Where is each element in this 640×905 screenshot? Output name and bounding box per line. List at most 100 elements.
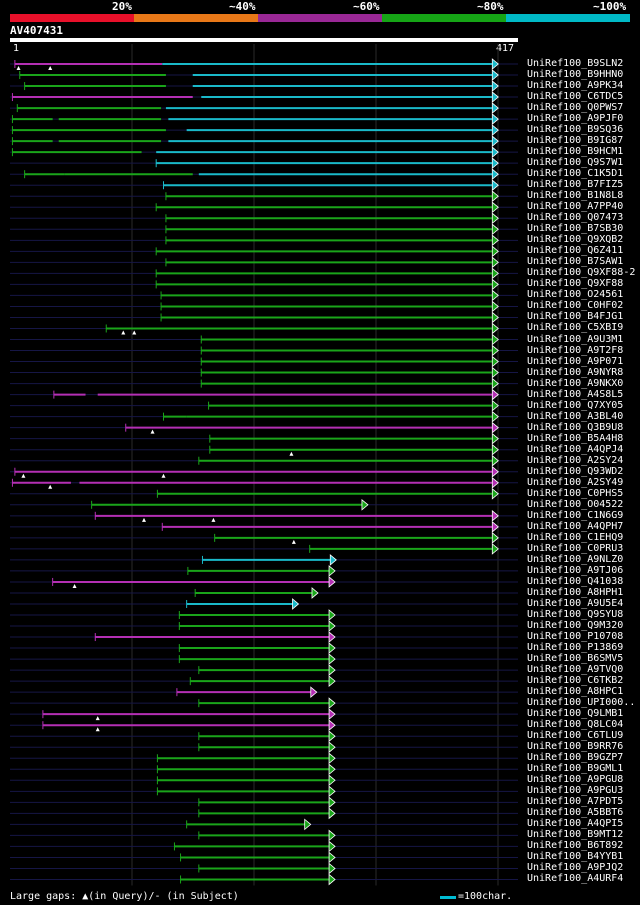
- hit-label[interactable]: UniRef100_O04522: [527, 498, 624, 510]
- hit-arrowhead: [491, 212, 499, 225]
- hit-label[interactable]: UniRef100_B6T892: [527, 840, 624, 852]
- legend-swatch-40: [134, 14, 258, 22]
- hit-label[interactable]: UniRef100_A5BBT6: [527, 807, 624, 819]
- hit-label[interactable]: UniRef100_A4QPJ4: [527, 443, 624, 455]
- hit-label[interactable]: UniRef100_B5A4H8: [527, 432, 624, 444]
- hit-label[interactable]: UniRef100_Q9LMB1: [527, 708, 624, 720]
- hit-label[interactable]: UniRef100_A9P071: [527, 355, 624, 367]
- hit-label[interactable]: UniRef100_B9SQ36: [527, 124, 624, 136]
- hit-label[interactable]: UniRef100_Q9XF88-2: [527, 267, 636, 279]
- hit-label[interactable]: UniRef100_Q3B9U8: [527, 421, 624, 433]
- query-gap-marker: [21, 473, 26, 478]
- hit-arrowhead: [491, 256, 499, 269]
- hit-arrowhead: [328, 664, 336, 676]
- hit-label[interactable]: UniRef100_B4FJG1: [527, 311, 624, 323]
- hit-label[interactable]: UniRef100_A4QPI5: [527, 818, 624, 830]
- hit-label[interactable]: UniRef100_Q07473: [527, 212, 624, 224]
- hit-label[interactable]: UniRef100_C1EHQ9: [527, 531, 624, 543]
- hit-label[interactable]: UniRef100_B9HHN0: [527, 69, 624, 81]
- hit-arrowhead: [491, 443, 499, 456]
- scale-bar: [440, 896, 456, 899]
- hit-label[interactable]: UniRef100_C0PRU3: [527, 542, 624, 554]
- hit-label[interactable]: UniRef100_C1K5D1: [527, 168, 624, 180]
- hit-label[interactable]: UniRef100_Q7XY05: [527, 399, 624, 411]
- hit-label[interactable]: UniRef100_C1N6G9: [527, 509, 624, 521]
- hit-label[interactable]: UniRef100_A3BL40: [527, 410, 624, 422]
- hit-arrowhead: [491, 532, 499, 544]
- query-gap-marker: [150, 429, 155, 434]
- hit-arrowhead: [491, 410, 499, 423]
- hit-arrowhead: [304, 818, 312, 831]
- hit-label[interactable]: UniRef100_A9U5E4: [527, 597, 624, 609]
- hit-label[interactable]: UniRef100_A4URF4: [527, 873, 624, 885]
- hit-label[interactable]: UniRef100_A7PDT5: [527, 796, 624, 808]
- query-gap-marker: [132, 330, 137, 335]
- hit-arrowhead: [491, 179, 499, 192]
- hit-label[interactable]: UniRef100_A4QPH7: [527, 520, 624, 532]
- hit-label[interactable]: UniRef100_A9PGU8: [527, 774, 624, 786]
- hit-label[interactable]: UniRef100_P13869: [527, 642, 624, 654]
- hit-label[interactable]: UniRef100_B4YYB1: [527, 851, 624, 863]
- hit-label[interactable]: UniRef100_B9RR76: [527, 741, 624, 753]
- hit-label[interactable]: UniRef100_B9IG87: [527, 135, 624, 147]
- hit-label[interactable]: UniRef100_B7FIZ5: [527, 179, 624, 191]
- hit-label[interactable]: UniRef100_Q9XQB2: [527, 234, 624, 246]
- hit-label[interactable]: UniRef100_A2SY49: [527, 476, 624, 488]
- hit-label[interactable]: UniRef100_C6TKB2: [527, 675, 624, 687]
- hit-arrowhead: [491, 58, 499, 70]
- hit-label[interactable]: UniRef100_A9NYR8: [527, 366, 624, 378]
- hit-label[interactable]: UniRef100_UPI000..: [527, 697, 636, 709]
- hit-label[interactable]: UniRef100_Q9XF88: [527, 278, 624, 290]
- hit-label[interactable]: UniRef100_B7SAW1: [527, 256, 624, 268]
- query-gap-marker: [48, 66, 53, 70]
- hit-label[interactable]: UniRef100_B9MT12: [527, 829, 624, 841]
- hit-label[interactable]: UniRef100_A7PP40: [527, 201, 624, 213]
- hit-label[interactable]: UniRef100_B9HCM1: [527, 146, 624, 158]
- hit-label[interactable]: UniRef100_A9PK34: [527, 80, 624, 92]
- hit-label[interactable]: UniRef100_A9NKX0: [527, 377, 624, 389]
- hit-label[interactable]: UniRef100_A2SY24: [527, 454, 624, 466]
- hit-label[interactable]: UniRef100_Q8LC04: [527, 719, 624, 731]
- hit-label[interactable]: UniRef100_C6TDC5: [527, 91, 624, 103]
- hit-label[interactable]: UniRef100_A8HPC1: [527, 686, 624, 698]
- hit-label[interactable]: UniRef100_B7SB30: [527, 223, 624, 235]
- hit-label[interactable]: UniRef100_Q0PWS7: [527, 102, 624, 114]
- hit-label[interactable]: UniRef100_C5XBI9: [527, 322, 624, 334]
- hit-arrowhead: [491, 146, 499, 159]
- hit-label[interactable]: UniRef100_A9TVQ0: [527, 664, 624, 676]
- hit-arrowhead: [491, 311, 499, 324]
- hit-label[interactable]: UniRef100_B9GZP7: [527, 752, 624, 764]
- hit-label[interactable]: UniRef100_A8HPH1: [527, 586, 624, 598]
- hit-label[interactable]: UniRef100_A4S8L5: [527, 388, 624, 400]
- hit-label[interactable]: UniRef100_Q6Z411: [527, 245, 624, 257]
- hit-label[interactable]: UniRef100_Q9M320: [527, 620, 624, 632]
- legend-swatch-60: [258, 14, 382, 22]
- hit-label[interactable]: UniRef100_Q41038: [527, 575, 624, 587]
- hit-label[interactable]: UniRef100_A9PGU3: [527, 785, 624, 797]
- hit-label[interactable]: UniRef100_A9T2F8: [527, 344, 624, 356]
- hit-label[interactable]: UniRef100_A9U3M1: [527, 333, 624, 345]
- hit-arrowhead: [491, 432, 499, 445]
- hit-arrowhead: [328, 620, 336, 632]
- hit-label[interactable]: UniRef100_A9PJQ2: [527, 862, 624, 874]
- hit-label[interactable]: UniRef100_Q9SYU8: [527, 609, 624, 620]
- hit-label[interactable]: UniRef100_A9TJ06: [527, 564, 624, 576]
- hit-label[interactable]: UniRef100_C6TLU9: [527, 730, 624, 742]
- hit-label[interactable]: UniRef100_B6SMV5: [527, 653, 624, 665]
- hit-label[interactable]: UniRef100_Q9S7W1: [527, 157, 624, 169]
- hit-arrowhead: [328, 829, 336, 842]
- legend-label-20: 20%: [112, 0, 132, 13]
- hit-label[interactable]: UniRef100_B1N8L8: [527, 190, 624, 202]
- hit-label[interactable]: UniRef100_Q93WD2: [527, 465, 624, 477]
- hit-label[interactable]: UniRef100_B9SLN2: [527, 58, 624, 69]
- hit-arrowhead: [310, 686, 318, 698]
- hit-arrowhead: [491, 543, 499, 555]
- hit-label[interactable]: UniRef100_A9NLZ0: [527, 553, 624, 565]
- hit-label[interactable]: UniRef100_C0HF02: [527, 300, 624, 312]
- hit-label[interactable]: UniRef100_A9PJF0: [527, 113, 624, 125]
- query-gap-marker: [95, 716, 100, 721]
- hit-label[interactable]: UniRef100_O24561: [527, 289, 624, 301]
- hit-label[interactable]: UniRef100_B9GML1: [527, 763, 624, 775]
- hit-label[interactable]: UniRef100_P10708: [527, 631, 624, 643]
- hit-label[interactable]: UniRef100_C0PHS5: [527, 487, 624, 499]
